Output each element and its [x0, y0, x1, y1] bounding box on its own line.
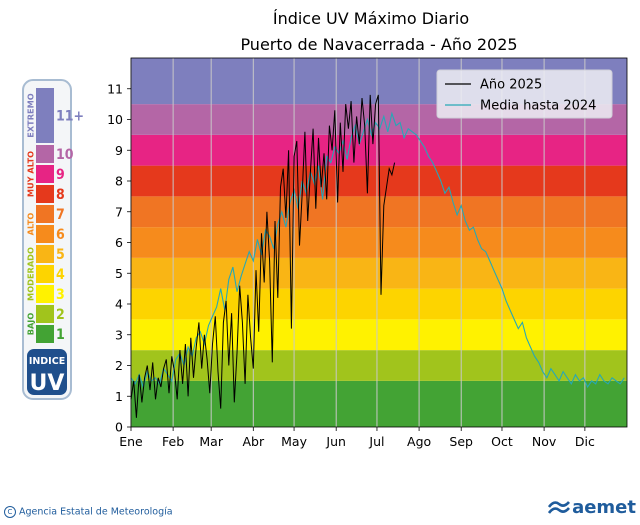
y-tick-label: 9 — [115, 143, 123, 158]
uv-band-2 — [131, 350, 627, 381]
uv-band-5 — [131, 257, 627, 289]
uv-band-6 — [131, 227, 627, 258]
uv-category-label: ALTO — [26, 213, 36, 236]
uv-band-1 — [131, 380, 627, 427]
x-tick-label: Oct — [491, 434, 513, 449]
chart-subtitle: Puerto de Navacerrada - Año 2025 — [240, 35, 517, 54]
uv-category-label: EXTREMO — [26, 93, 36, 138]
uv-level-swatch-4 — [36, 265, 54, 283]
uv-band-4 — [131, 288, 627, 320]
y-tick-label: 7 — [115, 204, 123, 219]
uv-level-swatch-10 — [36, 145, 54, 163]
uv-category-label: BAJO — [26, 313, 36, 336]
y-tick-label: 0 — [115, 420, 123, 435]
x-tick-label: Ago — [407, 434, 431, 449]
uv-level-number: 10 — [56, 147, 74, 163]
y-tick-label: 4 — [115, 297, 123, 312]
uv-level-swatch-9 — [36, 165, 54, 183]
y-axis: 0 1 2 3 4 5 6 7 8 9 10 11 — [107, 81, 131, 435]
uv-level-number: 1 — [56, 327, 65, 343]
series-line-1 — [130, 94, 396, 418]
x-tick-label: Abr — [242, 434, 264, 449]
y-tick-label: 2 — [115, 358, 123, 373]
x-tick-label: Ene — [119, 434, 143, 449]
uv-badge-top: INDICE — [29, 356, 65, 367]
y-tick-label: 11 — [107, 81, 123, 96]
agency-credit: C Agencia Estatal de Meteorología — [4, 506, 173, 518]
x-axis: Ene Feb Mar Abr May Jun Jul Ago Sep Oct Nov Dic — [119, 427, 595, 449]
aemet-logo: aemet — [548, 497, 636, 518]
copyright-icon: C — [4, 506, 16, 518]
series-line-2 — [130, 111, 625, 389]
x-tick-label: May — [281, 434, 307, 449]
agency-name: Agencia Estatal de Meteorología — [19, 506, 173, 518]
y-tick-label: 8 — [115, 174, 123, 189]
uv-level-swatch-7 — [36, 205, 54, 223]
y-tick-label: 10 — [107, 112, 123, 127]
y-tick-label: 1 — [115, 389, 123, 404]
uv-badge-bottom: UV — [30, 371, 65, 396]
uv-level-swatch-3 — [36, 285, 54, 303]
uv-level-swatch-8 — [36, 185, 54, 203]
series-layer — [130, 94, 625, 418]
y-tick-label: 6 — [115, 235, 123, 250]
uv-level-number: 5 — [56, 247, 65, 263]
uv-band-7 — [131, 196, 627, 228]
uv-scale-legend: 1 2 3 4 5 6 7 8 9 10 11+ BAJO MODERADO ALTO MUY ALTO EX… — [22, 79, 84, 400]
uv-badge — [27, 349, 67, 395]
x-tick-label: Jun — [325, 434, 346, 449]
x-tick-label: Dic — [575, 434, 595, 449]
uv-category-label: MODERADO — [26, 247, 36, 301]
legend-label-2: Media hasta 2024 — [480, 99, 596, 114]
aemet-mark-icon — [548, 501, 571, 514]
uv-level-swatch-1 — [36, 325, 54, 343]
x-tick-label: Feb — [162, 434, 184, 449]
x-tick-label: Jul — [368, 434, 384, 449]
y-tick-label: 5 — [115, 266, 123, 281]
uv-level-number: 2 — [56, 307, 65, 323]
x-tick-label: Nov — [532, 434, 557, 449]
uv-level-number: 8 — [56, 187, 65, 203]
uv-level-number: 11+ — [56, 109, 84, 125]
legend-box — [436, 69, 613, 119]
uv-level-number: 3 — [56, 287, 65, 303]
chart-title: Índice UV Máximo Diario — [273, 9, 469, 28]
y-tick-label: 3 — [115, 327, 123, 342]
uv-level-number: 4 — [56, 267, 65, 283]
uv-level-number: 7 — [56, 207, 65, 223]
uv-level-number: 6 — [56, 227, 65, 243]
uv-level-swatch-2 — [36, 305, 54, 323]
aemet-logo-text: aemet — [572, 497, 636, 518]
uv-category-label: MUY ALTO — [26, 151, 36, 197]
uv-level-swatch-11+ — [36, 88, 54, 143]
x-tick-label: Mar — [199, 434, 223, 449]
uv-level-swatch-5 — [36, 245, 54, 263]
uv-level-swatch-6 — [36, 225, 54, 243]
legend-label-1: Año 2025 — [480, 78, 542, 93]
chart-legend: Año 2025 Media hasta 2024 — [436, 69, 613, 119]
uv-level-number: 9 — [56, 167, 65, 183]
x-tick-label: Sep — [449, 434, 473, 449]
